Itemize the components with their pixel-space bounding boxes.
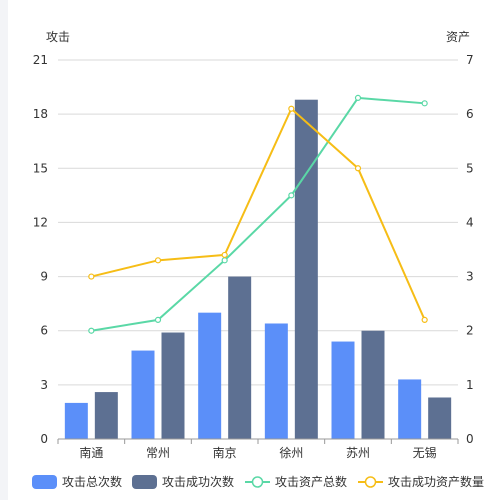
bar [64, 402, 88, 439]
bar [94, 392, 118, 439]
left-axis-tick-label: 12 [33, 215, 48, 229]
x-axis-tick-label: 苏州 [346, 446, 370, 460]
legend: 攻击总次数 攻击成功次数 攻击资产总数 攻击成功资产数量 [32, 474, 484, 489]
line-point [88, 273, 95, 280]
right-axis-tick-label: 4 [466, 215, 474, 229]
line-point [154, 257, 162, 264]
right-axis-tick-label: 7 [466, 53, 474, 67]
right-axis-tick-label: 0 [466, 432, 474, 446]
left-axis-title: 攻击 [46, 30, 70, 44]
left-axis-tick-label: 0 [40, 432, 48, 446]
x-axis-tick-label: 无锡 [413, 445, 437, 460]
line-point [221, 251, 228, 259]
bar [228, 276, 252, 439]
legend-label: 攻击总次数 [62, 474, 122, 489]
legend-marker [364, 476, 377, 488]
series-line [91, 96, 425, 332]
line-point [288, 105, 295, 112]
grid-lines [58, 59, 458, 386]
bar [161, 332, 185, 439]
left-axis-tick-label: 3 [40, 378, 48, 392]
bar [398, 379, 422, 439]
line-point [221, 257, 228, 264]
x-axis-tick-label: 南通 [79, 445, 103, 460]
legend-swatch [132, 475, 157, 489]
bar [331, 341, 355, 439]
left-axis-tick-label: 6 [40, 324, 48, 338]
bar [131, 350, 155, 439]
bars [64, 99, 452, 439]
lines [88, 94, 428, 334]
bar [361, 330, 385, 439]
right-axis-tick-label: 5 [466, 161, 474, 175]
bar [428, 397, 452, 439]
legend-label: 攻击资产总数 [275, 474, 347, 489]
legend-marker [251, 476, 264, 488]
bar [294, 99, 318, 439]
left-axis-tick-label: 15 [33, 161, 48, 175]
legend-label: 攻击成功资产数量 [388, 474, 484, 489]
bar [264, 323, 288, 439]
line-point [288, 192, 295, 199]
line-point [154, 316, 162, 323]
x-axis-tick-label: 南京 [213, 445, 237, 460]
right-axis-tick-label: 6 [466, 107, 474, 121]
line-point [354, 94, 362, 102]
legend-swatch [32, 475, 57, 489]
line-point [421, 316, 428, 323]
x-axis-tick-label: 常州 [146, 446, 170, 460]
series-line [91, 107, 426, 321]
right-axis-tick-label: 2 [466, 324, 474, 338]
line-point [88, 327, 95, 334]
line-point [421, 100, 428, 107]
left-background-strip [0, 0, 8, 500]
legend-label: 攻击成功次数 [162, 474, 234, 489]
left-axis-tick-label: 18 [33, 107, 48, 121]
bar [198, 312, 222, 439]
right-axis-tick-label: 3 [466, 270, 474, 284]
x-axis-tick-label: 徐州 [279, 445, 303, 460]
right-axis-title: 资产 [446, 30, 470, 44]
line-point [354, 165, 362, 172]
left-axis-tick-label: 21 [33, 53, 48, 67]
left-axis-tick-label: 9 [40, 270, 48, 284]
right-axis-tick-label: 1 [466, 378, 474, 392]
